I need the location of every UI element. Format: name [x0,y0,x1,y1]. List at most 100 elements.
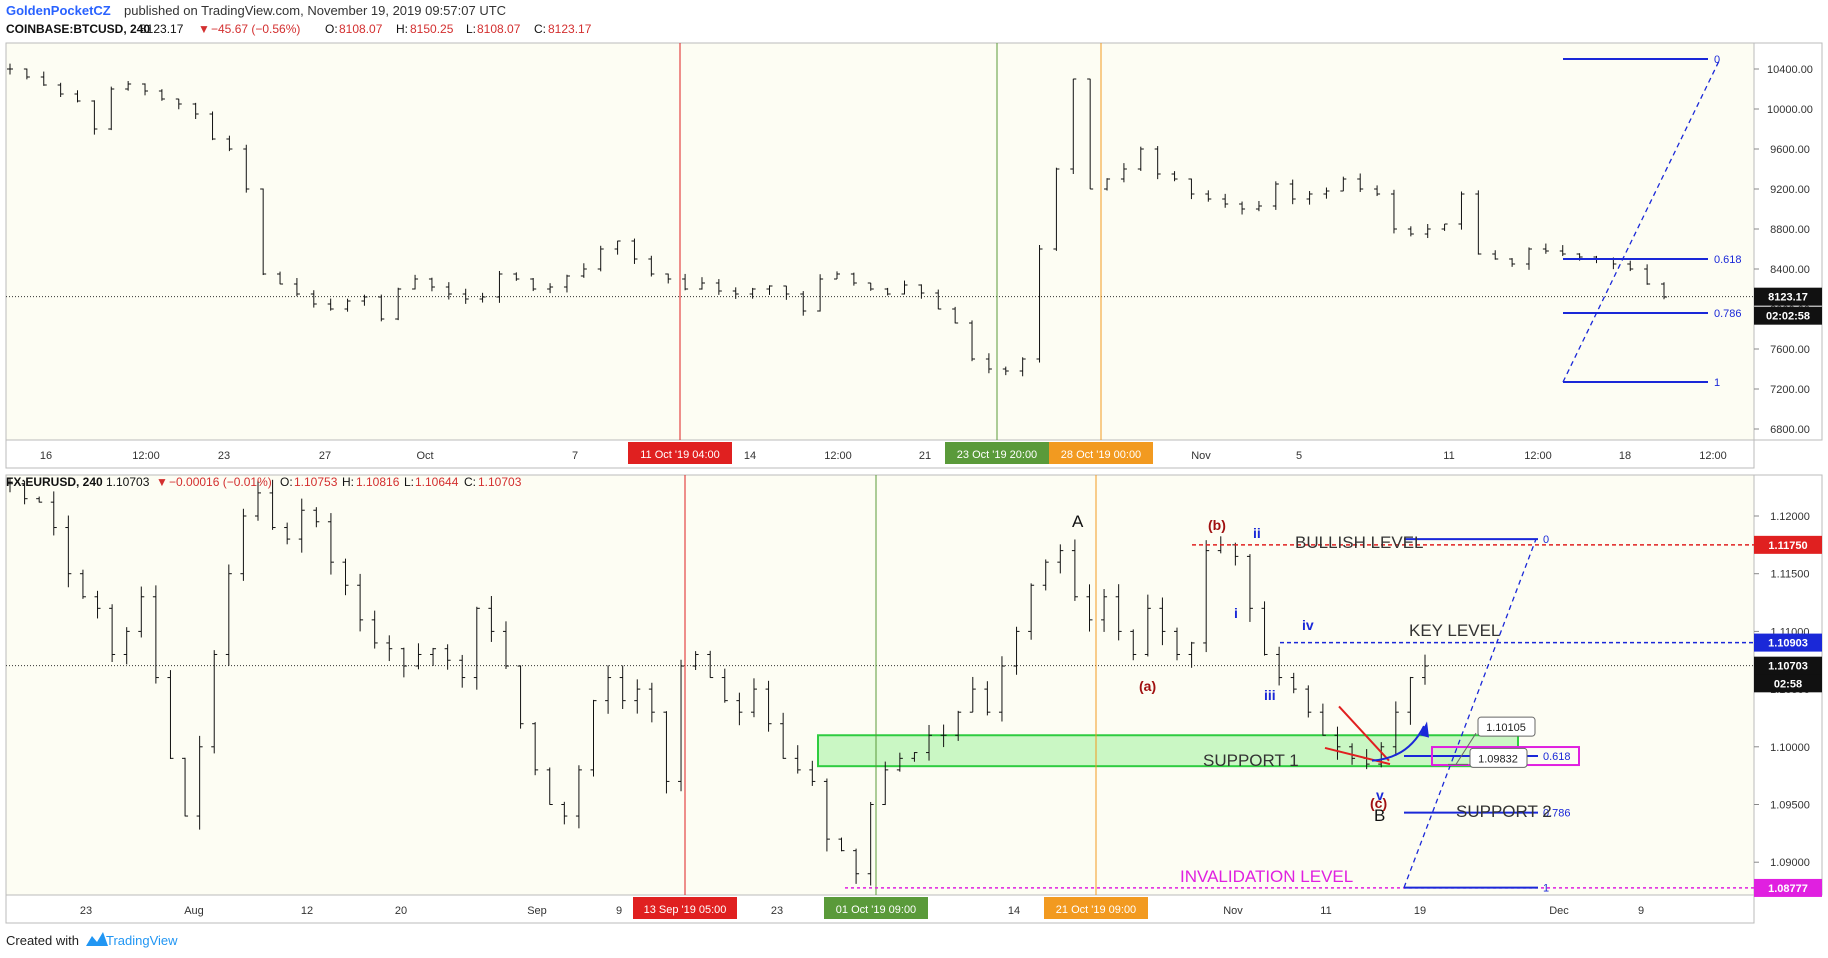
eur-price-badge-text: 02:58 [1774,678,1802,690]
wave-v-label: v [1376,787,1384,803]
btc-candle [800,291,807,316]
price-callout-leader [1455,732,1477,765]
eur-panel[interactable] [5,474,1755,896]
btc-candle [1509,258,1516,267]
price-callout-box [1469,747,1528,768]
eur-candle [167,670,174,759]
eur-candle [152,585,159,684]
btc-candle [1255,200,1262,212]
eur-candle [838,837,845,852]
btc-x-tick-label: 7 [572,450,578,462]
btc-x-tick-label: Oct [416,450,433,462]
btc-candle [867,282,874,291]
wedge-lower-line [1324,746,1391,766]
btc-candle [479,292,486,303]
btc-fib-trend-line [1562,58,1721,383]
eur-candle [575,765,582,829]
btc-candle [1036,244,1043,363]
btc-candle [277,271,284,285]
btc-y-tick-label: 7600.00 [1770,344,1810,356]
eur-x-tick-label: 23 [80,905,92,917]
btc-candle [496,270,503,303]
btc-candle [1205,190,1212,202]
eur-candle [138,586,145,638]
btc-candle [918,284,925,299]
wedge-upper-line [1338,705,1390,762]
eur-candle [1057,544,1064,574]
btc-candle [1458,191,1465,230]
btc-candle [1390,189,1397,234]
btc-y-tick-label: 8800.00 [1770,224,1810,236]
eur-candle [1144,594,1151,657]
eur-x-tick-label: 19 [1414,905,1426,917]
eur-candle [502,621,509,669]
wave-A-label: A [1072,512,1084,531]
tradingview-brand[interactable]: TradingView [106,933,178,948]
btc-y-tick-label: 10400.00 [1767,64,1813,76]
btc-low: 8108.07 [477,22,521,36]
eur-candle [400,647,407,678]
wave-a-label: (a) [1139,678,1156,694]
eur-candle [1334,726,1341,760]
btc-low-key: L: [466,22,476,36]
price-callout-text: 1.10105 [1486,722,1526,734]
btc-marker-label: 11 Oct '19 04:00 [640,449,720,461]
eur-low: 1.10644 [415,475,459,489]
eur-candle [327,513,334,575]
tradingview-logo-icon[interactable] [86,932,108,946]
eur-candle [386,635,393,662]
btc-fib-label: 0 [1714,54,1720,66]
eur-candle [911,752,918,762]
btc-candle [1104,178,1111,191]
eur-x-tick-label: Aug [184,905,204,917]
eur-candle [1246,554,1253,622]
btc-candle [901,280,908,295]
eur-candle [313,507,320,528]
eur-high-key: H: [342,475,354,489]
btc-candle [1323,187,1330,199]
eur-candle [721,668,728,703]
btc-time-axis[interactable] [5,439,1755,469]
btc-candle [7,63,13,75]
eur-fib-label: 0.786 [1543,808,1571,820]
btc-marker-label-bg [945,442,1049,464]
eur-candle [517,665,524,729]
eur-high: 1.10816 [356,475,400,489]
eur-price-badge [1754,674,1822,693]
btc-candle [1120,163,1127,183]
bullish-level-label: BULLISH LEVEL [1295,533,1424,552]
eur-candle [1188,641,1195,668]
btc-panel[interactable] [5,42,1755,441]
btc-candle [192,102,199,120]
btc-candle [1188,178,1195,200]
btc-candle [682,273,689,291]
btc-candle [125,81,132,91]
btc-candle [1171,171,1178,182]
btc-price-axis[interactable] [1753,42,1823,441]
wave-i-label: i [1234,605,1238,621]
eur-candle [969,676,976,713]
btc-symbol: COINBASE:BTCUSD, 240 [6,22,150,36]
btc-last: 8123.17 [140,22,184,36]
btc-candle [243,144,250,193]
eur-candle [50,491,57,536]
eur-candle [648,682,655,723]
eur-candle [634,679,641,714]
eur-x-tick-label: Nov [1223,905,1243,917]
eur-y-tick-label: 1.10000 [1770,742,1810,754]
eur-price-badge [1754,633,1822,652]
eur-candle [371,610,378,649]
eur-candle [765,680,772,732]
author-name[interactable]: GoldenPocketCZ [6,3,111,18]
eur-price-badge-text: 1.10703 [1768,661,1808,673]
btc-x-tick-label: 11 [1443,450,1454,462]
created-with-text: Created with [6,933,79,948]
eur-candle [692,651,699,670]
eur-x-tick-label: 9 [1638,905,1644,917]
eur-price-badge [1754,656,1822,675]
btc-candle [513,272,520,281]
btc-open: 8108.07 [339,22,383,36]
eur-candle [619,665,626,709]
eur-x-tick-label: 23 [771,905,783,917]
eur-candle [36,496,43,503]
